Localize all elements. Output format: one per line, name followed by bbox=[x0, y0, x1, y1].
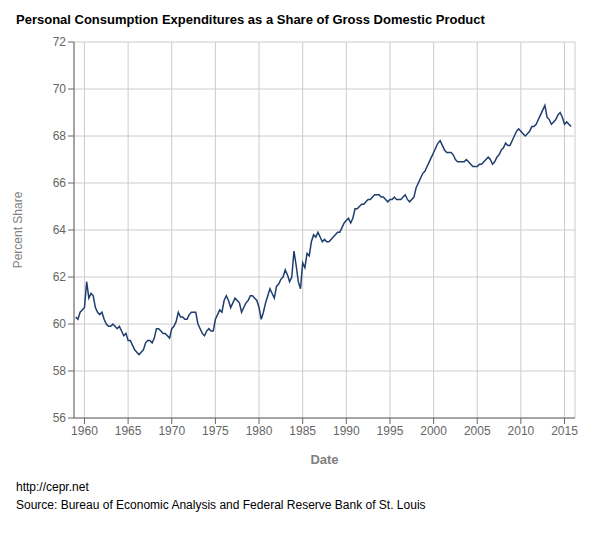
svg-text:Percent Share: Percent Share bbox=[11, 191, 25, 268]
html-text:http://cepr.net: http://cepr.net bbox=[16, 480, 89, 494]
svg-text:58: 58 bbox=[53, 364, 67, 378]
svg-text:60: 60 bbox=[53, 317, 67, 331]
svg-text:70: 70 bbox=[53, 82, 67, 96]
svg-text:1970: 1970 bbox=[158, 424, 185, 438]
svg-text:1975: 1975 bbox=[202, 424, 229, 438]
svg-text:66: 66 bbox=[53, 176, 67, 190]
svg-text:72: 72 bbox=[53, 35, 67, 49]
svg-text:64: 64 bbox=[53, 223, 67, 237]
svg-text:56: 56 bbox=[53, 411, 67, 425]
svg-text:68: 68 bbox=[53, 129, 67, 143]
svg-text:2000: 2000 bbox=[420, 424, 447, 438]
svg-text:Date: Date bbox=[310, 452, 338, 467]
svg-text:1960: 1960 bbox=[71, 424, 98, 438]
svg-text:2015: 2015 bbox=[551, 424, 578, 438]
svg-text:2010: 2010 bbox=[508, 424, 535, 438]
html-text:Personal Consumption Expenditu: Personal Consumption Expenditures as a S… bbox=[16, 12, 485, 27]
svg-text:1965: 1965 bbox=[115, 424, 142, 438]
svg-text:1995: 1995 bbox=[377, 424, 404, 438]
svg-text:1985: 1985 bbox=[289, 424, 316, 438]
html-text:Source: Bureau of Economic Ana: Source: Bureau of Economic Analysis and … bbox=[16, 498, 426, 512]
svg-text:1980: 1980 bbox=[246, 424, 273, 438]
svg-text:62: 62 bbox=[53, 270, 67, 284]
svg-text:1990: 1990 bbox=[333, 424, 360, 438]
svg-text:2005: 2005 bbox=[464, 424, 491, 438]
